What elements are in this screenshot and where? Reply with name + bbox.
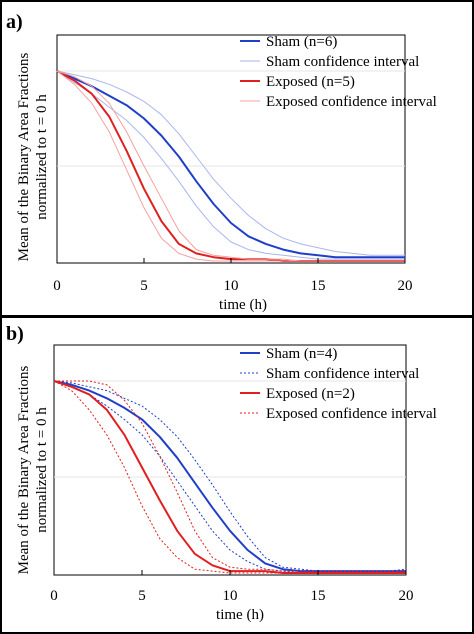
panel-b-ylabel-line2: normalized to t = 0 h: [34, 407, 50, 533]
legend-label-0: Sham (n=4): [266, 346, 337, 362]
panel-b-xlabel: time (h): [216, 607, 264, 623]
panel-a-plot-area: [56, 34, 406, 264]
legend-label-0: Sham (n=6): [266, 34, 337, 50]
xtick-label-2: 10: [224, 278, 239, 294]
xtick-label-0: 0: [53, 278, 61, 294]
legend-label-1: Sham confidence interval: [266, 54, 419, 70]
series-line-4: [54, 380, 406, 572]
panel-b-grid: [54, 380, 406, 478]
panel-a-xticks: 0 5 10 15 20: [53, 258, 413, 294]
legend-label-2: Exposed (n=2): [266, 386, 355, 402]
legend-label-3: Exposed confidence interval: [266, 94, 437, 110]
xtick-label-4: 20: [399, 588, 414, 604]
legend-label-2: Exposed (n=5): [266, 74, 355, 90]
series-line-2: [56, 70, 405, 260]
series-line-1: [56, 70, 405, 256]
xtick-label-1: 5: [138, 588, 146, 604]
panel-a-ylabel-line1: Mean of the Binary Area Fractions: [16, 53, 32, 262]
series-line-1: [53, 380, 407, 572]
series-line-0: [56, 70, 405, 259]
panel-b-ylabel: Mean of the Binary Area Fractions normal…: [16, 366, 50, 575]
panel-a-grid: [57, 70, 405, 167]
panel-a-xlabel: time (h): [219, 297, 267, 313]
xtick-label-4: 20: [398, 278, 413, 294]
panel-b-label: b): [6, 323, 24, 345]
xtick-label-3: 15: [311, 278, 326, 294]
panel-b-legend: Sham (n=4) Sham confidence interval Expose…: [240, 346, 437, 422]
panel-b-xticks: 0 5 10 15 20: [50, 570, 414, 604]
panel-b: b) Mean of the Binary Area Fractions nor…: [2, 318, 472, 632]
series-line-5: [53, 380, 406, 574]
panel-a-legend: Sham (n=6) Sham confidence interval Expose…: [240, 34, 437, 110]
xtick-label-2: 10: [223, 588, 238, 604]
panel-a-label: a): [6, 11, 23, 33]
legend-label-1: Sham confidence interval: [266, 366, 419, 382]
panel-a-ylabel: Mean of the Binary Area Fractions normal…: [16, 53, 50, 262]
legend-label-3: Exposed confidence interval: [266, 406, 437, 422]
panel-a: a) Mean of the Binary Area Fractions nor…: [2, 2, 472, 315]
xtick-label-3: 15: [311, 588, 326, 604]
panel-b-ylabel-line1: Mean of the Binary Area Fractions: [16, 366, 32, 575]
xtick-label-0: 0: [50, 588, 58, 604]
xtick-label-1: 5: [140, 278, 148, 294]
panel-a-ylabel-line2: normalized to t = 0 h: [34, 94, 50, 220]
